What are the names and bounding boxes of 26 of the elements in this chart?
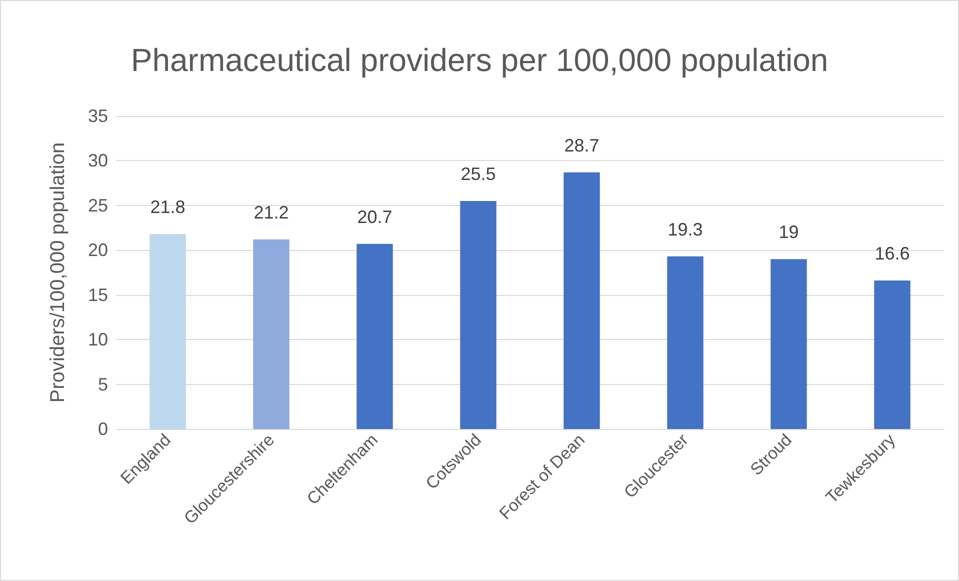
y-tick-label: 0 bbox=[98, 419, 108, 439]
data-label: 28.7 bbox=[564, 135, 600, 156]
y-tick-label: 20 bbox=[88, 240, 108, 260]
data-label: 16.6 bbox=[874, 244, 910, 264]
bar bbox=[150, 234, 186, 429]
bar bbox=[356, 244, 393, 429]
data-label: 20.7 bbox=[357, 206, 392, 227]
data-label: 19.3 bbox=[668, 219, 703, 240]
bar bbox=[253, 239, 290, 429]
y-tick-label: 10 bbox=[88, 330, 108, 350]
bar bbox=[460, 200, 496, 429]
y-axis-title: Providers/100,000 population bbox=[47, 142, 69, 403]
bar bbox=[667, 256, 704, 429]
y-tick-label: 25 bbox=[88, 195, 108, 216]
bar bbox=[874, 280, 910, 429]
data-label: 21.8 bbox=[150, 197, 186, 218]
chart-title: Pharmaceutical providers per 100,000 population bbox=[130, 42, 828, 78]
y-tick-label: 5 bbox=[98, 374, 108, 394]
data-label: 21.2 bbox=[254, 202, 289, 222]
data-label: 19 bbox=[778, 222, 799, 242]
bar bbox=[770, 259, 807, 429]
y-tick-label: 35 bbox=[88, 106, 108, 126]
bar bbox=[564, 172, 600, 429]
y-tick-label: 30 bbox=[88, 150, 108, 171]
data-label: 25.5 bbox=[460, 164, 496, 184]
y-tick-label: 15 bbox=[88, 284, 108, 305]
